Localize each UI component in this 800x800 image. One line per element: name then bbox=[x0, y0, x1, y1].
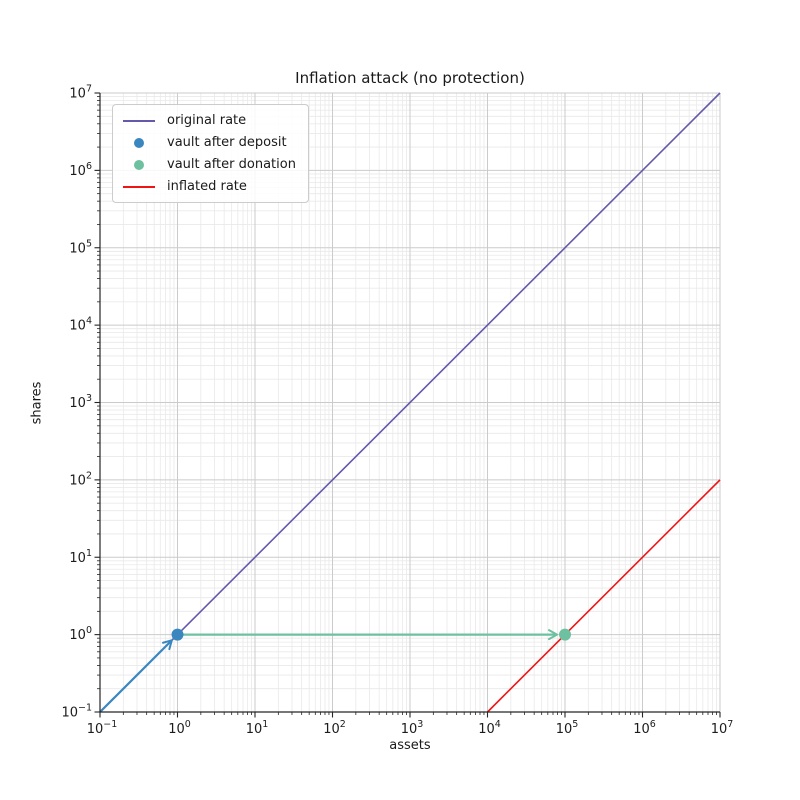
x-tick-label: 106 bbox=[633, 719, 656, 737]
y-tick-label: 100 bbox=[69, 625, 92, 643]
x-tick-label: 104 bbox=[478, 719, 501, 737]
y-tick-label: 101 bbox=[69, 548, 92, 566]
dot-swatch-glyph bbox=[134, 137, 144, 148]
y-tick-label: 102 bbox=[69, 470, 92, 488]
y-tick-label: 104 bbox=[69, 316, 92, 334]
x-tick-label: 100 bbox=[168, 719, 191, 737]
legend-dot-swatch bbox=[121, 159, 157, 170]
line-swatch-glyph bbox=[123, 185, 155, 188]
legend-entry-vault-after-donation: vault after donation bbox=[121, 156, 296, 173]
y-axis-label: shares bbox=[29, 381, 45, 425]
y-tick-label: 106 bbox=[69, 161, 92, 179]
y-tick-label: 107 bbox=[69, 84, 92, 102]
x-tick-label: 105 bbox=[556, 719, 579, 737]
y-tick-label: 10−1 bbox=[61, 703, 92, 721]
dot-swatch-glyph bbox=[134, 159, 144, 170]
x-tick-label: 107 bbox=[711, 719, 734, 737]
x-tick-label: 10−1 bbox=[87, 719, 118, 737]
y-tick-label: 105 bbox=[69, 238, 92, 256]
axes-group: 10−1 100 101 102 103 104 105 106 107 10−1 100 101 10… bbox=[61, 84, 733, 738]
x-axis-label: assets bbox=[389, 738, 431, 753]
y-tick-label: 103 bbox=[69, 393, 92, 411]
legend-dot-swatch bbox=[121, 137, 157, 148]
legend-entry-vault-after-deposit: vault after deposit bbox=[121, 134, 296, 151]
marker-vault-after-deposit bbox=[171, 628, 184, 641]
markers-group bbox=[171, 628, 571, 641]
legend-label: vault after deposit bbox=[167, 135, 287, 150]
annotations-group bbox=[99, 629, 558, 713]
legend-label: original rate bbox=[167, 113, 247, 128]
legend-entry-original-rate: original rate bbox=[121, 112, 296, 129]
marker-vault-after-donation bbox=[559, 628, 571, 641]
legend-entry-inflated-rate: inflated rate bbox=[121, 178, 296, 195]
x-tick-label: 103 bbox=[401, 719, 424, 737]
deposit-arrow bbox=[99, 639, 173, 713]
chart-title: Inflation attack (no protection) bbox=[295, 69, 525, 87]
x-tick-label: 102 bbox=[323, 719, 346, 737]
legend-line-swatch bbox=[121, 119, 157, 122]
series-line-original-rate bbox=[99, 92, 721, 713]
legend: original rate vault after deposit vault af… bbox=[112, 104, 309, 203]
legend-line-swatch bbox=[121, 185, 157, 188]
legend-label: inflated rate bbox=[167, 179, 247, 194]
legend-label: vault after donation bbox=[167, 157, 296, 172]
x-tick-label: 101 bbox=[246, 719, 269, 737]
series-group bbox=[99, 92, 721, 713]
series-line-inflated-rate bbox=[486, 479, 721, 713]
line-swatch-glyph bbox=[123, 119, 155, 122]
